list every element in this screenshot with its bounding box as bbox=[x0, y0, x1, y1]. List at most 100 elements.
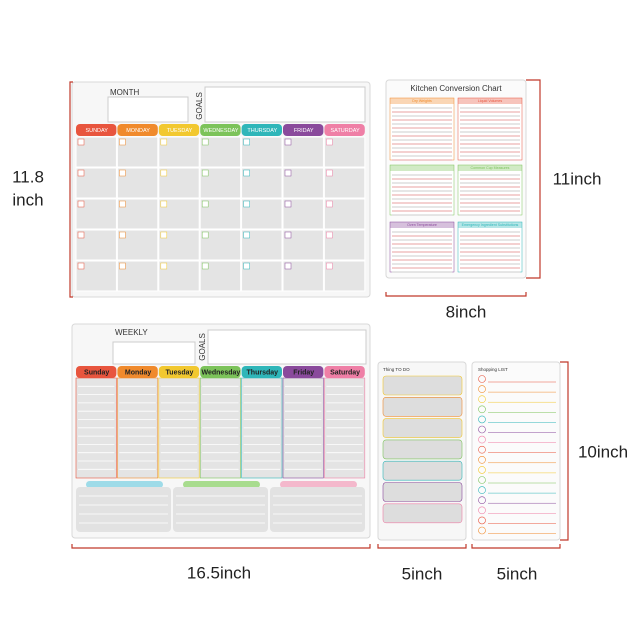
day-label: Tuesday bbox=[166, 369, 194, 376]
check-circle bbox=[478, 466, 486, 474]
day-header bbox=[241, 124, 282, 136]
todo-title: Thing TO DO bbox=[383, 367, 410, 372]
width-label: 5inch bbox=[402, 564, 443, 583]
width-label: 5inch bbox=[497, 564, 538, 583]
block-header bbox=[390, 222, 454, 228]
date-box bbox=[160, 169, 168, 177]
date-box bbox=[119, 169, 126, 177]
day-cell bbox=[323, 229, 366, 261]
day-header bbox=[76, 366, 117, 378]
date-box bbox=[201, 262, 209, 270]
block-header bbox=[458, 222, 522, 228]
note-tab bbox=[86, 481, 163, 488]
day-cell bbox=[158, 136, 200, 168]
day-header bbox=[117, 124, 158, 136]
day-header bbox=[158, 366, 200, 378]
date-box bbox=[77, 200, 85, 208]
note-tab bbox=[280, 481, 357, 488]
day-cell bbox=[199, 136, 242, 168]
width-label: 16.5inch bbox=[187, 563, 251, 582]
check-circle bbox=[478, 445, 486, 454]
month-box bbox=[107, 96, 189, 123]
check-circle bbox=[478, 435, 486, 444]
day-header bbox=[117, 366, 158, 378]
height-label: inch bbox=[12, 190, 43, 209]
shopping-title: Shopping LIST bbox=[478, 367, 508, 372]
check-circle bbox=[478, 375, 486, 383]
date-box bbox=[326, 262, 333, 270]
date-box bbox=[284, 138, 292, 146]
goals-box bbox=[204, 86, 366, 123]
check-circle bbox=[478, 425, 486, 434]
goals-label: GOALS bbox=[195, 92, 204, 120]
day-label: THURSDAY bbox=[247, 128, 277, 134]
date-box bbox=[119, 200, 126, 208]
weekly-box bbox=[112, 341, 196, 365]
day-header bbox=[283, 124, 324, 136]
day-label: MONDAY bbox=[126, 128, 150, 134]
date-box bbox=[160, 231, 168, 239]
date-box bbox=[201, 231, 209, 239]
shopping-board bbox=[471, 361, 561, 541]
goals-label: GOALS bbox=[198, 333, 207, 361]
day-label: WEDNESDAY bbox=[203, 128, 238, 134]
todo-row bbox=[382, 482, 463, 502]
date-box bbox=[284, 200, 292, 208]
date-box bbox=[284, 262, 292, 270]
date-box bbox=[243, 138, 250, 146]
day-header bbox=[76, 124, 117, 136]
date-box bbox=[77, 262, 85, 270]
day-label: Saturday bbox=[330, 369, 360, 376]
date-box bbox=[284, 231, 292, 239]
check-circle bbox=[478, 385, 486, 393]
day-label: TUESDAY bbox=[167, 128, 193, 134]
day-header bbox=[200, 366, 241, 378]
section-title: Dry Weights bbox=[412, 99, 432, 103]
block-header bbox=[458, 98, 522, 104]
date-box bbox=[326, 138, 333, 146]
todo-row bbox=[382, 503, 463, 524]
date-box bbox=[284, 169, 292, 177]
date-box bbox=[326, 200, 333, 208]
section-title: Common Cup Measures bbox=[471, 166, 510, 170]
day-header bbox=[324, 366, 365, 378]
check-circle bbox=[478, 486, 486, 494]
check-circle bbox=[478, 415, 486, 424]
day-label: SATURDAY bbox=[331, 128, 360, 134]
check-circle bbox=[478, 476, 486, 484]
check-circle bbox=[478, 496, 486, 505]
day-cell bbox=[323, 260, 366, 292]
date-box bbox=[243, 262, 250, 270]
block-header bbox=[390, 165, 454, 171]
date-box bbox=[160, 262, 168, 270]
section-title: Liquid Volumes bbox=[478, 99, 503, 103]
date-box bbox=[119, 262, 126, 270]
note-tab bbox=[183, 481, 260, 488]
day-label: Thursday bbox=[247, 369, 279, 376]
section-title: Oven Temperature bbox=[407, 223, 437, 227]
date-box bbox=[119, 138, 126, 146]
check-circle bbox=[478, 516, 486, 525]
month-label: MONTH bbox=[110, 88, 140, 97]
day-label: Monday bbox=[125, 369, 152, 376]
day-label: Wednesday bbox=[202, 369, 241, 376]
day-label: SUNDAY bbox=[85, 128, 108, 134]
date-box bbox=[160, 138, 168, 146]
date-box bbox=[243, 231, 250, 239]
day-header bbox=[200, 124, 241, 136]
date-box bbox=[201, 200, 209, 208]
dimension-brackets bbox=[69, 79, 569, 549]
section-title: Emergency Ingredient Substitutions bbox=[462, 223, 519, 227]
block-header bbox=[390, 98, 454, 104]
day-header bbox=[158, 124, 200, 136]
kitchen-title: Kitchen Conversion Chart bbox=[410, 84, 502, 93]
day-header bbox=[324, 124, 365, 136]
date-box bbox=[77, 138, 85, 146]
weekly-label: WEEKLY bbox=[115, 328, 148, 337]
date-box bbox=[201, 169, 209, 177]
date-box bbox=[160, 200, 168, 208]
day-cell bbox=[116, 198, 159, 230]
note-box bbox=[76, 487, 171, 532]
height-label: 10inch bbox=[578, 442, 628, 461]
